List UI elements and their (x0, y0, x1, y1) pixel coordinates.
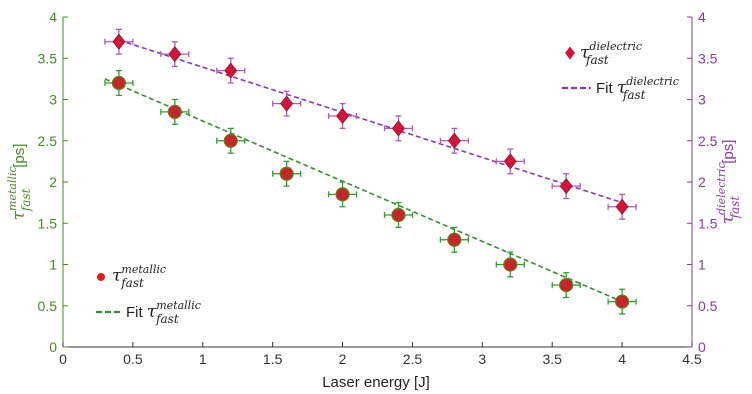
data-point-metallic (167, 104, 182, 119)
right-y-tick-label: 2 (698, 174, 706, 190)
data-point-dielectric (615, 198, 629, 215)
left-y-tick-label: 3.5 (38, 50, 58, 66)
data-point-dielectric (224, 62, 238, 79)
left-y-axis-label-sup: metallic (6, 166, 19, 211)
data-markers (111, 33, 630, 309)
left-y-tick-label: 1 (49, 257, 57, 273)
right-y-axis-label-sub: fast (728, 196, 742, 220)
right-y-axis-label-text: τdielectricfast [ps] (715, 140, 742, 225)
fit-line-metallic (104, 78, 623, 303)
legend-label-fit-metallic-prefix: Fit (126, 304, 147, 321)
data-point-metallic (559, 278, 574, 293)
legend-label-fit-metallic: Fit τmetallic fast (126, 299, 201, 326)
x-tick-label: 3 (478, 351, 486, 367)
left-y-tick-label: 4 (49, 9, 57, 25)
legend-marker-dielectric (565, 46, 575, 60)
legend-label-fit-dielectric-sub: fast (622, 88, 646, 102)
left-y-tick-label: 2 (49, 174, 57, 190)
legend-label-fit-dielectric: Fit τdielectric fast (596, 75, 679, 102)
left-y-tick-label: 0.5 (38, 298, 58, 314)
data-point-dielectric (112, 33, 126, 50)
legend-label-dielectric-sup: dielectric (589, 40, 642, 53)
legend-label-metallic: τmetallic fast (112, 263, 166, 290)
left-y-axis-label-text: τmetallicfast [ps] (6, 144, 33, 221)
right-y-axis-label-unit: [ps] (720, 140, 737, 164)
left-y-tick-label: 0 (49, 339, 57, 355)
legend-label-metallic-sup: metallic (121, 263, 166, 276)
data-point-dielectric (280, 95, 294, 112)
legend-label-dielectric: τdielectric fast (580, 40, 642, 67)
left-y-axis-label-unit: [ps] (11, 144, 28, 168)
legend-label-fit-dielectric-base: τ (617, 78, 627, 98)
x-tick-label: 2.5 (403, 351, 423, 367)
legend-label-metallic-sub: fast (120, 276, 144, 290)
left-y-axis-label: τmetallicfast [ps] (6, 144, 33, 221)
data-point-metallic (391, 207, 406, 223)
right-y-tick-label: 4 (698, 9, 706, 25)
data-point-metallic (615, 294, 630, 309)
x-tick-label: 2 (339, 351, 347, 367)
right-y-tick-label: 3.5 (698, 50, 718, 66)
legend-label-dielectric-base: τ (580, 43, 590, 63)
x-tick-label: 1 (199, 351, 207, 367)
right-y-tick-label: 3 (698, 92, 706, 108)
data-point-dielectric (336, 107, 350, 125)
right-y-axis-label-base: τ (718, 214, 738, 224)
data-point-metallic (335, 187, 350, 202)
x-tick-label: 0.5 (123, 351, 143, 367)
data-point-metallic (111, 75, 127, 91)
left-y-axis-label-sub: fast (19, 188, 33, 212)
right-y-axis-label: τdielectricfast [ps] (715, 140, 742, 225)
fit-line-dielectric (118, 39, 623, 204)
data-point-metallic (447, 232, 462, 247)
legend-marker-metallic (97, 273, 105, 281)
legend-label-fit-dielectric-sup: dielectric (626, 75, 679, 88)
data-point-metallic (503, 257, 518, 272)
left-y-tick-label: 2.5 (38, 133, 58, 149)
fit-lines (104, 39, 623, 303)
data-point-dielectric (391, 120, 405, 137)
axes: 0 0.5 1 1.5 2 2.5 3 3.5 4 4.500.511.522.533.5400.… (6, 9, 742, 367)
right-y-tick-label: 0.5 (698, 298, 718, 314)
legend-label-fit-metallic-sup: metallic (156, 299, 201, 312)
left-y-axis-label-base: τ (9, 210, 29, 220)
x-tick-label: 1.5 (263, 351, 283, 367)
right-y-tick-label: 2.5 (698, 133, 718, 149)
left-y-tick-label: 3 (49, 92, 57, 108)
data-point-dielectric (447, 132, 461, 149)
legend-label-dielectric-sub: fast (585, 53, 609, 67)
data-point-metallic (279, 166, 294, 181)
x-tick-label: 4.5 (682, 351, 702, 367)
legend-label-fit-metallic-sub: fast (155, 312, 179, 326)
x-tick-label: 3.5 (542, 351, 562, 367)
x-tick-label: 0 (59, 351, 67, 367)
left-y-tick-label: 1.5 (38, 215, 58, 231)
x-tick-label: 4 (618, 351, 626, 367)
error-bars (104, 28, 637, 315)
right-y-tick-label: 1.5 (698, 215, 718, 231)
x-axis-label: Laser energy [J] (322, 374, 430, 391)
data-point-dielectric (559, 177, 573, 195)
data-point-dielectric (168, 45, 182, 63)
right-y-tick-label: 0 (698, 339, 706, 355)
legend-label-fit-metallic-base: τ (147, 302, 157, 322)
right-y-tick-label: 1 (698, 257, 706, 273)
data-point-metallic (223, 133, 238, 148)
legend-label-metallic-base: τ (112, 266, 122, 286)
data-point-dielectric (503, 153, 517, 170)
right-y-axis-label-sup: dielectric (715, 162, 728, 215)
legend-label-fit-dielectric-prefix: Fit (596, 80, 617, 97)
